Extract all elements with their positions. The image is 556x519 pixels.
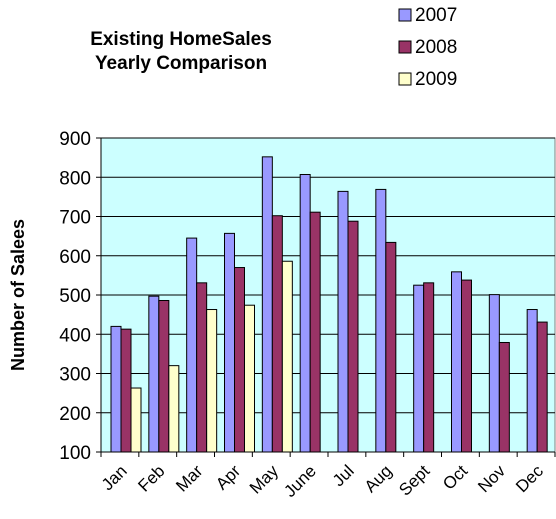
bar-2007-June xyxy=(299,174,311,453)
bar-2007-Mar xyxy=(186,237,198,453)
y-axis-ticks: 100 200 300 400 500 600 700 800 900 xyxy=(59,129,101,464)
bar-2007-Jul xyxy=(337,190,349,453)
bar-2007-Dec xyxy=(526,309,538,453)
bar-2007-Jan xyxy=(110,325,122,453)
legend: 2007 2008 2009 xyxy=(398,5,457,90)
legend-label-2007: 2007 xyxy=(415,5,457,26)
bar-2008-Oct xyxy=(461,279,472,453)
bar-2007-May xyxy=(261,156,273,453)
x-tick-label: Jan xyxy=(98,461,131,494)
y-tick-label: 500 xyxy=(59,286,91,307)
bar-2007-Nov xyxy=(488,294,500,453)
y-tick-label: 700 xyxy=(59,208,91,229)
bar-2008-Sept xyxy=(423,282,435,453)
bar-2008-Mar xyxy=(196,282,208,453)
y-tick-label: 300 xyxy=(59,365,91,386)
legend-label-2009: 2009 xyxy=(415,69,457,90)
bar-2007-Oct xyxy=(451,271,462,453)
bar-2009-Feb xyxy=(168,365,180,453)
bar-2007-Apr xyxy=(224,232,235,453)
x-tick-label: Oct xyxy=(439,461,471,493)
legend-swatch-2009 xyxy=(398,72,412,86)
bar-2008-Nov xyxy=(498,341,510,453)
bar-2008-Jan xyxy=(120,328,132,453)
bar-2007-Sept xyxy=(413,284,425,453)
x-tick-label: Apr xyxy=(212,461,244,493)
legend-swatch-2007 xyxy=(398,8,412,22)
y-tick-label: 900 xyxy=(59,129,91,150)
bar-2008-Aug xyxy=(385,241,397,453)
x-tick-label: Dec xyxy=(512,461,547,496)
x-tick-label: June xyxy=(280,461,320,501)
x-tick-label: Feb xyxy=(134,461,168,495)
y-tick-label: 400 xyxy=(59,325,91,346)
bar-2009-Mar xyxy=(206,309,218,453)
bar-2009-May xyxy=(281,260,293,453)
y-tick-label: 200 xyxy=(59,404,91,425)
bar-2007-Aug xyxy=(375,188,387,453)
x-tick-label: Mar xyxy=(172,461,206,495)
bar-2007-Feb xyxy=(148,295,160,453)
bar-2009-Jan xyxy=(130,387,142,453)
bar-2008-June xyxy=(309,211,321,453)
y-tick-label: 100 xyxy=(59,443,91,464)
y-tick-label: 800 xyxy=(59,168,91,189)
x-tick-label: Nov xyxy=(474,461,509,496)
bar-2008-Dec xyxy=(536,321,548,453)
legend-label-2008: 2008 xyxy=(415,37,457,58)
bar-2008-Feb xyxy=(158,299,170,453)
x-tick-label: May xyxy=(246,461,282,497)
x-tick-label: Aug xyxy=(361,461,396,496)
x-tick-label: Sept xyxy=(395,461,433,499)
y-axis-label: Number of Salees xyxy=(8,219,28,371)
bar-2008-Apr xyxy=(234,267,245,453)
bar-2008-May xyxy=(271,215,283,453)
legend-swatch-2008 xyxy=(398,40,412,54)
y-tick-label: 600 xyxy=(59,247,91,268)
chart-title-line-2: Yearly Comparison xyxy=(95,53,267,74)
chart-title-line-1: Existing HomeSales xyxy=(90,29,272,50)
bar-2008-Jul xyxy=(347,220,359,453)
x-tick-label: Jul xyxy=(329,461,358,490)
bar-2009-Apr xyxy=(244,304,255,453)
